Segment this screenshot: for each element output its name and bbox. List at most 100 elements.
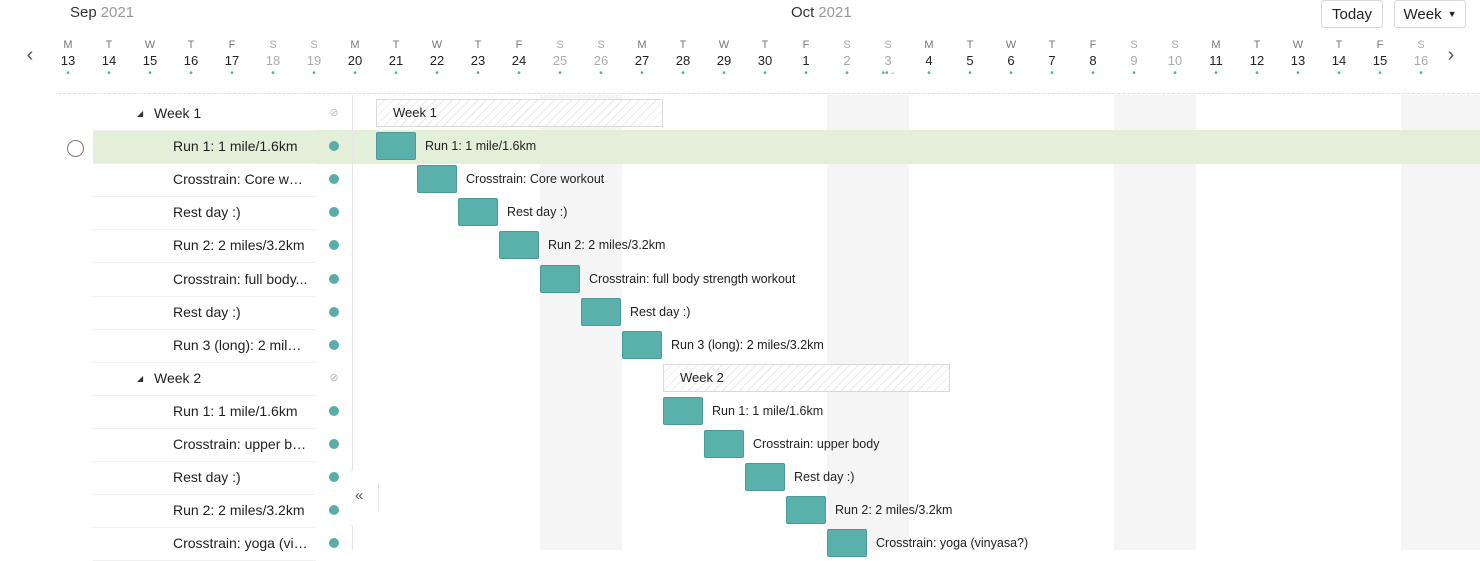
day-letter: F bbox=[802, 39, 810, 51]
task-row[interactable] bbox=[93, 428, 316, 462]
day-letter: M bbox=[1211, 39, 1221, 51]
day-marker-dot: • bbox=[353, 68, 357, 79]
view-select-label: Week bbox=[1403, 5, 1442, 23]
task-bar[interactable] bbox=[417, 165, 457, 194]
day-number: 13 bbox=[60, 53, 76, 68]
day-number: 11 bbox=[1209, 53, 1223, 68]
day-letter: W bbox=[431, 39, 443, 51]
task-bar[interactable] bbox=[581, 297, 621, 326]
day-marker-dot: • bbox=[763, 68, 767, 79]
month-label-sep: Sep 2021 bbox=[70, 4, 134, 21]
status-dot-icon bbox=[329, 505, 339, 516]
day-marker-dot: • bbox=[189, 68, 193, 79]
day-column-header: T 16 • bbox=[171, 38, 211, 79]
task-bar-label: Crosstrain: Core workout bbox=[466, 172, 605, 187]
task-bar[interactable] bbox=[786, 496, 826, 525]
today-button[interactable]: Today bbox=[1321, 0, 1383, 28]
task-bar[interactable] bbox=[704, 430, 744, 458]
day-marker-dot: • bbox=[1419, 68, 1423, 79]
status-dot-icon bbox=[329, 339, 339, 350]
task-row[interactable] bbox=[93, 494, 316, 529]
task-label: Rest day :) bbox=[173, 204, 241, 221]
collapse-triangle-icon[interactable]: ◢ bbox=[137, 109, 144, 118]
task-label: Rest day :) bbox=[173, 469, 241, 486]
task-label: Crosstrain: Core wo... bbox=[173, 171, 308, 188]
day-marker-dot: • bbox=[1255, 68, 1259, 79]
day-letter: F bbox=[515, 39, 523, 51]
day-column-header: T 12 • bbox=[1237, 38, 1277, 79]
task-bar-label: Rest day :) bbox=[794, 470, 855, 485]
day-column-header: S 16 • bbox=[1401, 38, 1441, 79]
task-bar[interactable] bbox=[376, 132, 416, 161]
task-row[interactable] bbox=[93, 263, 316, 297]
day-marker-dot: • bbox=[804, 68, 808, 79]
group-label: Week 1 bbox=[154, 105, 202, 121]
group-row[interactable] bbox=[93, 362, 316, 396]
day-number: 8 bbox=[1089, 53, 1097, 68]
group-summary-bar[interactable]: Week 2 bbox=[663, 363, 950, 392]
day-marker-dot: • bbox=[148, 68, 152, 79]
task-bar[interactable] bbox=[499, 231, 539, 260]
day-marker-dot: • bbox=[1378, 68, 1382, 79]
task-row[interactable] bbox=[93, 395, 316, 429]
task-row[interactable] bbox=[93, 229, 316, 264]
collapse-panel-button[interactable]: « bbox=[351, 470, 379, 526]
no-status-icon: ⊘ bbox=[329, 371, 339, 384]
day-marker-dot: • bbox=[312, 68, 316, 79]
task-bar[interactable] bbox=[622, 330, 662, 359]
group-summary-bar[interactable]: Week 1 bbox=[376, 99, 663, 127]
weekend-band bbox=[1114, 95, 1196, 550]
day-number: 29 bbox=[716, 53, 732, 68]
day-column-header: T 14 • bbox=[89, 38, 129, 79]
task-bar-label: Crosstrain: yoga (vinyasa?) bbox=[876, 536, 1029, 551]
day-marker-dot: • bbox=[681, 68, 685, 79]
day-marker-dot: • bbox=[476, 68, 480, 79]
task-row[interactable] bbox=[93, 196, 316, 231]
chevron-left-icon[interactable]: ‹ bbox=[26, 44, 34, 66]
task-bar-label: Run 2: 2 miles/3.2km bbox=[548, 238, 666, 253]
day-number: 9 bbox=[1130, 53, 1138, 68]
day-column-header: S 26 • bbox=[581, 38, 621, 79]
task-bar[interactable] bbox=[827, 529, 867, 558]
task-bar[interactable] bbox=[458, 198, 498, 227]
day-column-header: S 18 • bbox=[253, 38, 293, 79]
month-name: Oct bbox=[791, 4, 815, 21]
task-bar-label: Run 1: 1 mile/1.6km bbox=[425, 139, 537, 154]
task-row[interactable] bbox=[93, 461, 316, 496]
day-letter: S bbox=[1130, 39, 1138, 51]
day-letter: T bbox=[966, 39, 974, 51]
task-bar[interactable] bbox=[745, 463, 785, 492]
day-letter: T bbox=[679, 39, 687, 51]
day-number: 14 bbox=[101, 53, 117, 68]
grid-splitter[interactable] bbox=[352, 95, 353, 550]
day-marker-dot: • bbox=[1009, 68, 1013, 79]
day-letter: S bbox=[1171, 39, 1179, 51]
task-label: Crosstrain: full body... bbox=[173, 270, 308, 287]
task-bar[interactable] bbox=[663, 396, 703, 425]
day-marker-dot: • bbox=[66, 68, 70, 79]
group-row[interactable] bbox=[93, 97, 316, 131]
day-number: 16 bbox=[183, 53, 199, 68]
row-select-radio[interactable] bbox=[67, 140, 84, 157]
day-column-header: W 6 • bbox=[991, 38, 1031, 79]
day-number: 13 bbox=[1290, 53, 1306, 68]
day-column-header: T 21 • bbox=[376, 38, 416, 79]
day-marker-dot: • bbox=[1214, 68, 1218, 79]
group-bar-label: Week 2 bbox=[680, 369, 724, 385]
day-number: 23 bbox=[470, 53, 486, 68]
day-column-header: S 2 • bbox=[827, 38, 867, 79]
day-marker-dot: • bbox=[230, 68, 234, 79]
day-letter: T bbox=[187, 39, 195, 51]
task-row[interactable] bbox=[93, 163, 316, 198]
selected-row-highlight bbox=[93, 130, 1480, 164]
task-bar[interactable] bbox=[540, 264, 580, 293]
day-column-header: W 22 • bbox=[417, 38, 457, 79]
collapse-triangle-icon[interactable]: ◢ bbox=[137, 373, 144, 383]
chevron-right-icon[interactable]: › bbox=[1447, 44, 1455, 66]
task-row[interactable] bbox=[93, 329, 316, 363]
task-row[interactable] bbox=[93, 296, 316, 330]
view-select[interactable]: Week ▼ bbox=[1394, 0, 1466, 28]
task-row[interactable] bbox=[93, 130, 316, 165]
day-column-header: T 14 • bbox=[1319, 38, 1359, 79]
day-column-header: S 25 • bbox=[540, 38, 580, 79]
